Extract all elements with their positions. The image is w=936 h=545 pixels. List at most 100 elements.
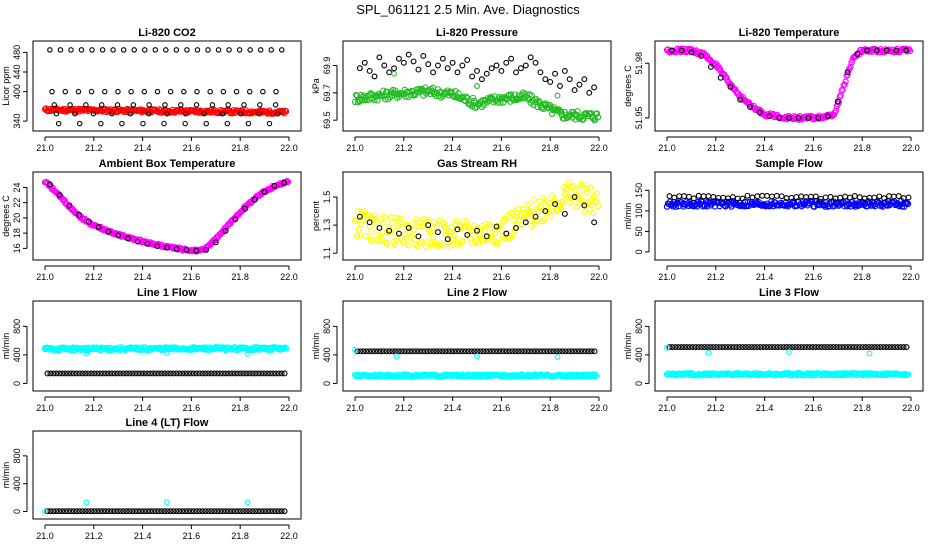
data-point [444,236,451,243]
data-point [123,508,130,515]
data-point [164,244,170,251]
data-point [745,344,752,351]
data-point [486,348,493,355]
data-point [114,508,121,515]
x-tick-label: 21.8 [231,143,249,153]
x-tick-label: 21.0 [346,143,364,153]
data-point [361,59,368,66]
data-point [439,242,446,249]
data-point [119,120,125,127]
data-point [557,83,563,89]
data-point [690,195,697,202]
data-point [864,47,871,54]
data-point [685,202,692,210]
data-point [272,370,279,377]
data-point [109,110,115,117]
data-point [385,96,392,103]
data-point [381,62,388,69]
data-point [149,508,156,515]
data-point [666,193,673,200]
data-point [410,348,417,355]
data-point [212,239,219,246]
series-cyan-pts [352,346,561,361]
data-point [126,370,133,377]
data-point [897,344,904,351]
data-point [453,217,460,225]
data-point [244,350,251,357]
data-point [533,348,539,355]
series-cyan-band [351,371,600,380]
data-point [509,211,517,218]
data-point [440,220,447,227]
data-point [513,224,519,231]
data-point [698,198,706,206]
plot-frame [32,171,302,261]
data-point [498,68,505,74]
data-point [503,230,510,237]
data-point [102,88,108,95]
data-point [451,348,458,355]
data-point [360,348,367,355]
x-tick-label: 22.0 [280,143,298,153]
x-tick-label: 21.4 [444,143,462,153]
x-tick-label: 21.4 [444,272,462,282]
data-point [376,224,383,231]
data-point [389,348,396,355]
data-point [798,193,805,200]
data-point [376,54,383,61]
data-point [94,370,101,377]
x-tick-label: 21.2 [85,143,103,153]
data-point [844,71,851,78]
data-point [280,345,288,352]
data-point [565,348,572,355]
data-point [688,49,695,56]
y-axis-label: ml/min [623,203,633,230]
data-point [62,508,68,515]
data-point [111,370,118,377]
data-point [581,208,588,215]
data-point [508,91,515,98]
data-point [105,228,112,235]
data-point [366,222,373,230]
y-tick-label: 69.5 [322,111,332,129]
data-point [805,114,812,121]
data-point [720,194,727,201]
data-point [264,370,270,377]
data-point [508,232,516,240]
series-cyan-pts [42,344,251,357]
data-point [56,370,63,377]
data-point [705,193,712,199]
data-point [588,348,595,355]
data-point [830,344,837,351]
data-point [410,226,417,234]
x-tick-label: 22.0 [902,403,920,413]
data-point [689,344,696,351]
series-black-pts [668,47,910,121]
data-point [473,226,481,233]
data-point [261,508,268,515]
data-point [146,102,152,108]
data-point [585,348,592,355]
data-point [707,344,714,351]
data-point [103,508,109,515]
data-point [354,208,362,215]
data-point [498,228,505,235]
data-point [430,219,438,226]
x-tick-label: 21.2 [395,403,413,413]
data-point [73,508,80,515]
data-point [542,197,549,204]
data-point [866,350,873,357]
data-point [115,232,122,239]
x-tick-label: 21.8 [231,403,249,413]
x-tick-label: 21.0 [36,403,54,413]
data-point [713,344,720,351]
data-point [164,110,170,117]
data-point [398,215,405,222]
data-point [173,508,180,515]
data-point [365,212,372,219]
data-point [355,226,363,233]
data-point [392,214,400,221]
data-point [474,83,480,89]
data-point [233,88,240,95]
data-point [593,190,601,197]
